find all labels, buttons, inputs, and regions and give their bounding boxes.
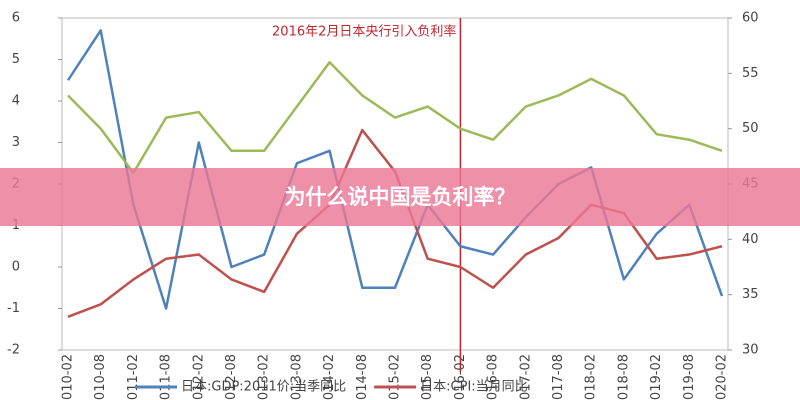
y-tick-label: 3 <box>12 135 20 150</box>
overlay-banner <box>0 168 800 226</box>
x-tick-label: 2011-08 <box>159 354 174 400</box>
y2-tick-label: 50 <box>742 121 759 136</box>
x-tick-label: 2017-02 <box>518 354 533 400</box>
y2-tick-label: 55 <box>742 66 759 81</box>
annotation-text: 2016年2月日本央行引入负利率 <box>272 24 456 40</box>
y-tick-label: 6 <box>12 11 20 26</box>
x-tick-label: 2014-02 <box>322 354 337 400</box>
y2-tick-label: 35 <box>742 287 759 302</box>
x-tick-label: 2011-02 <box>126 354 141 400</box>
x-tick-label: 2019-02 <box>649 354 664 400</box>
x-tick-label: 2010-08 <box>93 354 108 400</box>
x-tick-label: 2015-02 <box>388 354 403 400</box>
x-tick-label: 2012-02 <box>191 354 206 400</box>
x-tick-label: 2019-08 <box>682 354 697 400</box>
x-tick-label: 2015-08 <box>420 354 435 400</box>
legend-label: 日本:CPI:当月同比 <box>420 380 528 395</box>
x-tick-label: 2010-02 <box>61 354 76 400</box>
x-tick-label: 2013-08 <box>289 354 304 400</box>
x-tick-label: 2016-08 <box>486 354 501 400</box>
x-tick-label: 2014-08 <box>355 354 370 400</box>
series-line <box>67 61 723 175</box>
y2-tick-label: 30 <box>742 343 759 358</box>
y-tick-label: 4 <box>12 94 20 109</box>
y-tick-label: 0 <box>12 260 20 275</box>
y-tick-label: 5 <box>12 52 20 67</box>
y2-tick-label: 40 <box>742 232 759 247</box>
x-tick-label: 2012-08 <box>224 354 239 400</box>
x-tick-label: 2016-02 <box>453 354 468 400</box>
x-tick-label: 2018-08 <box>616 354 631 400</box>
series-line <box>66 29 724 310</box>
legend-label: 日本:GDP:2011价:当季同比 <box>181 380 346 395</box>
x-tick-label: 2013-02 <box>257 354 272 400</box>
x-tick-label: 2018-02 <box>584 354 599 400</box>
y-tick-label: -1 <box>7 301 20 316</box>
y-tick-label: -2 <box>7 343 20 358</box>
overlay-title: 为什么说中国是负利率？ <box>285 185 516 209</box>
x-tick-label: 2020-02 <box>715 354 730 400</box>
x-tick-label: 2017-08 <box>551 354 566 400</box>
y2-tick-label: 60 <box>742 11 759 26</box>
